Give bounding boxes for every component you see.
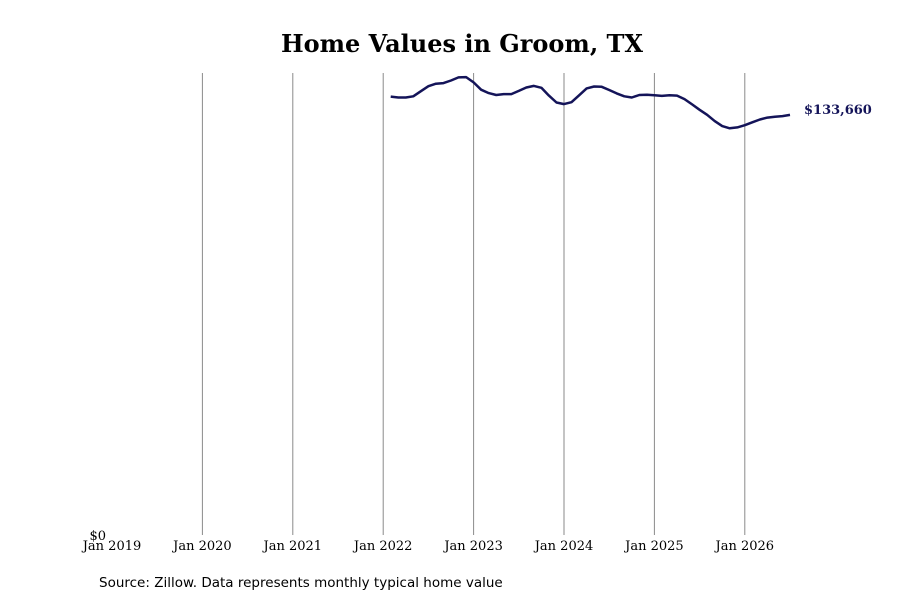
- source-note: Source: Zillow. Data represents monthly …: [99, 575, 503, 591]
- x-tick-label-jan-2023: Jan 2023: [442, 539, 503, 554]
- x-axis-ticks: Jan 2019 Jan 2020 Jan 2021 Jan 2022 Jan 2023…: [81, 539, 774, 554]
- y-tick-label-zero: $0: [89, 529, 106, 544]
- x-tick-label-jan-2025: Jan 2025: [623, 539, 684, 554]
- x-tick-label-jan-2019: Jan 2019: [81, 539, 142, 554]
- end-value-label: $133,660: [804, 103, 872, 118]
- x-tick-label-jan-2024: Jan 2024: [533, 539, 594, 554]
- x-tick-label-jan-2020: Jan 2020: [171, 539, 232, 554]
- chart-title: Home Values in Groom, TX: [281, 29, 643, 58]
- x-tick-label-jan-2022: Jan 2022: [352, 539, 413, 554]
- gridlines: [201, 73, 746, 535]
- x-tick-label-jan-2021: Jan 2021: [262, 539, 323, 554]
- series-line-home-value: [390, 75, 791, 130]
- x-tick-label-jan-2026: Jan 2026: [714, 539, 775, 554]
